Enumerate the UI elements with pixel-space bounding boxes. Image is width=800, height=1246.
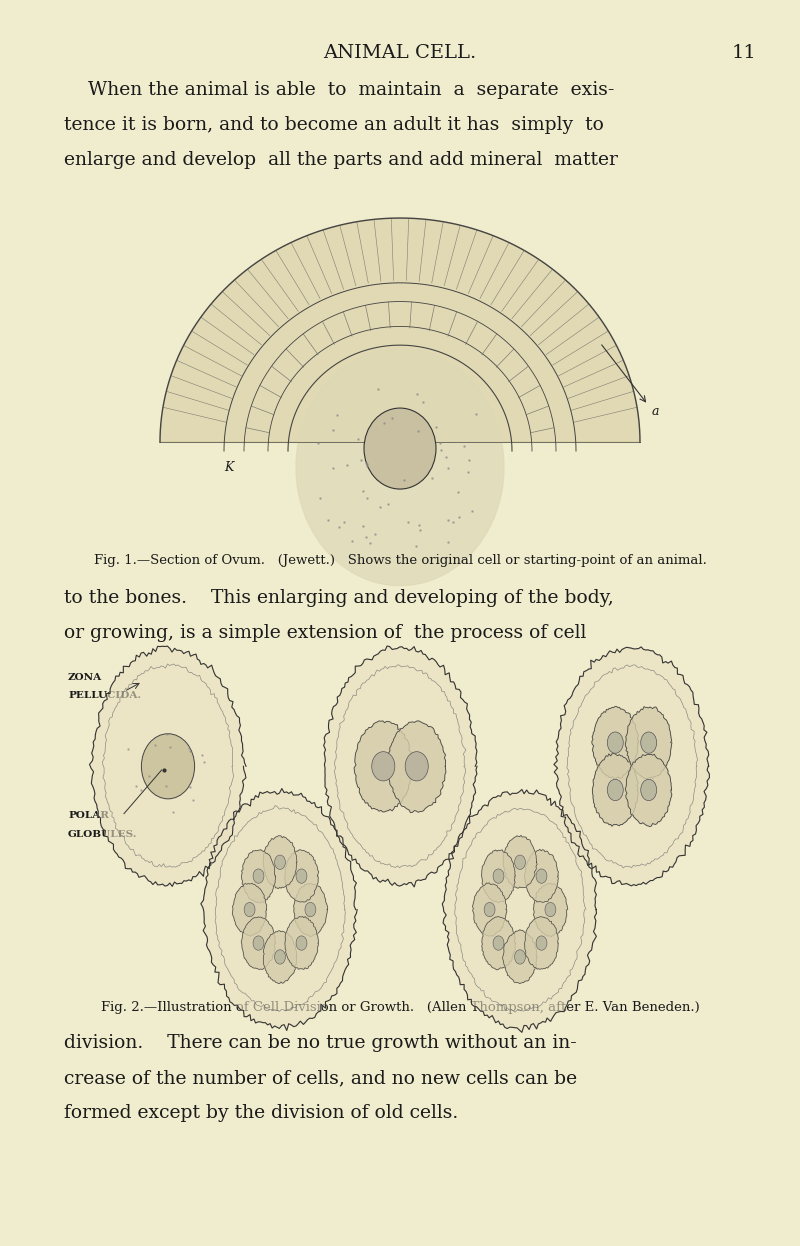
Text: 11: 11	[732, 44, 756, 61]
Polygon shape	[534, 883, 568, 937]
Polygon shape	[160, 218, 640, 442]
Ellipse shape	[641, 731, 657, 754]
Polygon shape	[201, 789, 357, 1030]
Polygon shape	[482, 850, 515, 902]
Polygon shape	[482, 917, 515, 969]
Polygon shape	[354, 721, 413, 812]
Text: a: a	[652, 405, 659, 417]
Text: GLOBULES.: GLOBULES.	[68, 830, 138, 839]
Ellipse shape	[253, 936, 264, 951]
Ellipse shape	[296, 868, 307, 883]
Ellipse shape	[274, 949, 286, 964]
Ellipse shape	[364, 409, 436, 488]
Text: ZONA: ZONA	[68, 673, 102, 682]
Polygon shape	[626, 754, 672, 826]
Text: crease of the number of cells, and no new cells can be: crease of the number of cells, and no ne…	[64, 1069, 577, 1087]
Polygon shape	[554, 647, 710, 886]
Polygon shape	[324, 645, 477, 887]
Polygon shape	[626, 706, 672, 779]
Ellipse shape	[296, 936, 307, 951]
Ellipse shape	[607, 779, 623, 801]
Text: to the bones.    This enlarging and developing of the body,: to the bones. This enlarging and develop…	[64, 589, 614, 607]
Polygon shape	[263, 931, 297, 983]
Ellipse shape	[305, 902, 316, 917]
Text: Fig. 2.—Illustration of Cell Division or Growth.   (Allen Thompson, after E. Van: Fig. 2.—Illustration of Cell Division or…	[101, 1001, 699, 1013]
Ellipse shape	[536, 868, 547, 883]
Polygon shape	[285, 917, 318, 969]
Ellipse shape	[493, 936, 504, 951]
Ellipse shape	[514, 949, 526, 964]
Polygon shape	[473, 883, 506, 936]
Polygon shape	[233, 883, 266, 936]
Text: Fig. 1.—Section of Ovum.   (Jewett.)   Shows the original cell or starting-point: Fig. 1.—Section of Ovum. (Jewett.) Shows…	[94, 554, 706, 567]
Ellipse shape	[641, 779, 657, 801]
Text: K: K	[224, 461, 234, 473]
Polygon shape	[592, 754, 638, 826]
Ellipse shape	[545, 902, 556, 917]
Polygon shape	[592, 706, 638, 779]
Polygon shape	[525, 917, 558, 969]
Polygon shape	[294, 883, 328, 936]
Polygon shape	[296, 349, 504, 586]
Polygon shape	[90, 647, 246, 886]
Ellipse shape	[372, 751, 395, 781]
Ellipse shape	[405, 751, 428, 781]
Ellipse shape	[536, 936, 547, 951]
Polygon shape	[442, 790, 597, 1033]
Polygon shape	[388, 720, 446, 812]
Text: or growing, is a simple extension of  the process of cell: or growing, is a simple extension of the…	[64, 624, 586, 642]
Ellipse shape	[484, 902, 495, 917]
Ellipse shape	[274, 855, 286, 870]
Polygon shape	[503, 835, 537, 888]
Text: tence it is born, and to become an adult it has  simply  to: tence it is born, and to become an adult…	[64, 116, 604, 133]
Text: ANIMAL CELL.: ANIMAL CELL.	[323, 44, 477, 61]
Ellipse shape	[253, 868, 264, 883]
Text: enlarge and develop  all the parts and add mineral  matter: enlarge and develop all the parts and ad…	[64, 151, 618, 168]
Ellipse shape	[607, 731, 623, 754]
Polygon shape	[263, 836, 297, 888]
Ellipse shape	[493, 868, 504, 883]
Ellipse shape	[514, 855, 526, 870]
Polygon shape	[524, 850, 558, 902]
Text: POLAR: POLAR	[68, 811, 109, 820]
Ellipse shape	[142, 734, 194, 799]
Text: PELLUCIDA.: PELLUCIDA.	[68, 692, 141, 700]
Text: When the animal is able  to  maintain  a  separate  exis-: When the animal is able to maintain a se…	[64, 81, 614, 98]
Ellipse shape	[244, 902, 255, 917]
Polygon shape	[242, 850, 276, 903]
Text: formed except by the division of old cells.: formed except by the division of old cel…	[64, 1104, 458, 1121]
Polygon shape	[242, 917, 275, 969]
Text: division.    There can be no true growth without an in-: division. There can be no true growth wi…	[64, 1034, 577, 1052]
Polygon shape	[502, 930, 537, 983]
Polygon shape	[285, 850, 318, 902]
